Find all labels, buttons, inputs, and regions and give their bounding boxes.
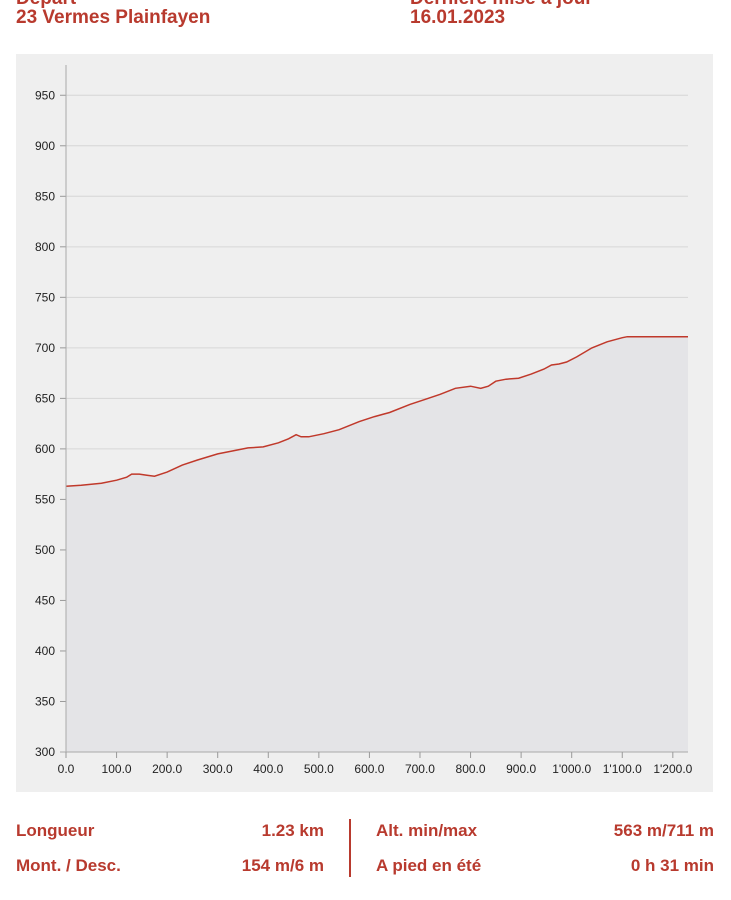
stats-divider [349,819,351,877]
y-tick-label: 450 [35,593,55,607]
y-tick-label: 950 [35,88,55,102]
y-tick-label: 850 [35,189,55,203]
length-value: 1.23 km [261,821,324,840]
y-tick-label: 350 [35,694,55,708]
y-tick-label: 500 [35,543,55,557]
elevation-area [66,336,688,752]
altitude-value: 563 m/711 m [613,821,714,840]
walk-time-value: 0 h 31 min [630,856,714,875]
x-tick-label: 700.0 [405,762,435,776]
x-tick-label: 400.0 [253,762,283,776]
ascent-descent-value: 154 m/6 m [241,856,324,875]
update-label: Dernière mise à jour [410,0,593,10]
ascent-descent-label: Mont. / Desc. [16,856,121,875]
length-label: Longueur [16,821,95,840]
elevation-line [65,335,688,488]
start-label: Départ [16,0,76,10]
y-tick-label: 750 [35,290,55,304]
y-tick-label: 550 [35,492,55,506]
y-tick-label: 650 [35,391,55,405]
x-tick-label: 0.0 [58,762,75,776]
x-tick-label: 900.0 [506,762,536,776]
update-date: 16.01.2023 [410,7,506,28]
chart-svg: 300 350 400 450 500 550 600 650 700 750 800 850 900 9… [35,65,693,776]
x-tick-label: 200.0 [152,762,182,776]
x-tick-label: 500.0 [304,762,334,776]
y-tick-label: 800 [35,240,55,254]
x-tick-label: 1'100.0 [603,762,642,776]
x-tick-label: 1'000.0 [552,762,591,776]
x-tick-label: 300.0 [203,762,233,776]
y-tick-label: 300 [35,745,55,759]
x-tick-label: 100.0 [102,762,132,776]
altitude-label: Alt. min/max [376,821,478,840]
x-tick-label: 800.0 [456,762,486,776]
elevation-profile-chart: 300 350 400 450 500 550 600 650 700 750 800 850 900 9… [16,54,713,792]
walk-time-label: A pied en été [376,856,482,875]
route-title: 23 Vermes Plainfayen [16,7,211,28]
header: Départ 23 Vermes Plainfayen Dernière mis… [0,0,731,40]
y-tick-label: 700 [35,341,55,355]
y-tick-label: 600 [35,442,55,456]
y-tick-label: 400 [35,644,55,658]
x-tick-label: 600.0 [354,762,384,776]
x-tick-label: 1'200.0 [653,762,692,776]
y-tick-label: 900 [35,139,55,153]
